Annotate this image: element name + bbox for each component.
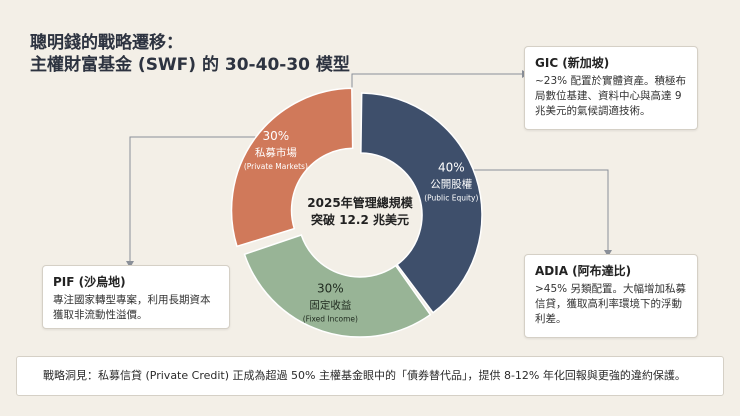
footer-text: 戰略洞見：私募信貸 (Private Credit) 正成為超過 50% 主權基… bbox=[43, 369, 686, 382]
title-line-1: 聰明錢的戰略遷移： bbox=[30, 33, 183, 53]
connector-gic bbox=[351, 73, 522, 92]
connector-adia-arrow bbox=[604, 250, 612, 257]
card-adia-body: >45% 另類配置。大幅增加私募信貸，獲取高利率環境下的浮動利差。 bbox=[535, 283, 686, 325]
connector-pif-arrow bbox=[126, 261, 134, 268]
slice-public-equity-pct: 40% bbox=[438, 160, 465, 174]
card-pif-title: PIF (沙烏地) bbox=[53, 275, 126, 289]
slice-private-markets-pct: 30% bbox=[263, 129, 290, 143]
card-adia-title: ADIA (阿布達比) bbox=[535, 264, 632, 278]
slice-private-markets-sublabel: (Private Markets) bbox=[244, 162, 308, 171]
slice-public-equity-sublabel: (Public Equity) bbox=[424, 193, 478, 202]
page-title: 聰明錢的戰略遷移： 主權財富基金 (SWF) 的 30-40-30 模型 bbox=[30, 32, 350, 76]
slice-private-markets bbox=[230, 87, 354, 248]
card-gic-body: ~23% 配置於實體資產。積極布局數位基建、資料中心與高達 9 兆美元的氣候調適… bbox=[535, 75, 686, 117]
connector-pif bbox=[129, 136, 262, 263]
card-pif-body: 專注國家轉型專案，利用長期資本獲取非流動性溢價。 bbox=[53, 294, 211, 321]
title-line-2: 主權財富基金 (SWF) 的 30-40-30 模型 bbox=[30, 55, 350, 75]
card-pif: PIF (沙烏地) 專注國家轉型專案，利用長期資本獲取非流動性溢價。 bbox=[42, 265, 230, 329]
strategy-insight-footer: 戰略洞見：私募信貸 (Private Credit) 正成為超過 50% 主權基… bbox=[16, 356, 724, 396]
card-gic-title: GIC (新加坡) bbox=[535, 56, 610, 70]
slice-private-markets-label: 私募市場 bbox=[255, 146, 297, 159]
center-text-line-1: 2025年管理總規模 bbox=[307, 195, 413, 210]
center-text-line-2: 突破 12.2 兆美元 bbox=[311, 212, 409, 227]
slice-public-equity-label: 公開股權 bbox=[430, 177, 472, 190]
card-gic: GIC (新加坡) ~23% 配置於實體資產。積極布局數位基建、資料中心與高達 … bbox=[524, 46, 698, 130]
slice-labels: 40% 公開股權 (Public Equity) 30% 固定收益 (Fixed Inco… bbox=[244, 129, 479, 323]
slice-fixed-income-pct: 30% bbox=[317, 281, 344, 295]
card-adia: ADIA (阿布達比) >45% 另類配置。大幅增加私募信貸，獲取高利率環境下的… bbox=[524, 254, 698, 338]
slice-fixed-income bbox=[243, 234, 432, 338]
slice-public-equity bbox=[360, 92, 483, 314]
donut-slices bbox=[230, 87, 483, 338]
center-label: 2025年管理總規模 突破 12.2 兆美元 bbox=[307, 195, 413, 227]
connector-adia bbox=[458, 169, 609, 252]
slice-fixed-income-sublabel: (Fixed Income) bbox=[303, 314, 358, 323]
slice-fixed-income-label: 固定收益 bbox=[309, 298, 351, 311]
